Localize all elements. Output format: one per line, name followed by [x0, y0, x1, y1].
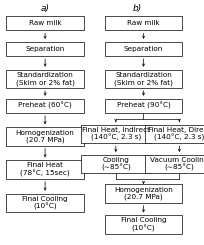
FancyBboxPatch shape: [104, 184, 182, 203]
FancyBboxPatch shape: [104, 99, 182, 113]
FancyBboxPatch shape: [6, 127, 84, 146]
Text: Standardization
(Skim or 2% fat): Standardization (Skim or 2% fat): [16, 72, 74, 86]
FancyBboxPatch shape: [144, 155, 204, 173]
FancyBboxPatch shape: [6, 99, 84, 113]
FancyBboxPatch shape: [81, 155, 150, 173]
FancyBboxPatch shape: [6, 16, 84, 30]
FancyBboxPatch shape: [104, 216, 182, 234]
FancyBboxPatch shape: [6, 42, 84, 56]
Text: Final Cooling
(10°C): Final Cooling (10°C): [22, 196, 68, 210]
FancyBboxPatch shape: [104, 42, 182, 56]
Text: Homogenization
(20.7 MPa): Homogenization (20.7 MPa): [114, 187, 172, 200]
FancyBboxPatch shape: [6, 70, 84, 88]
Text: Homogenization
(20.7 MPa): Homogenization (20.7 MPa): [16, 130, 74, 143]
Text: a): a): [40, 4, 49, 13]
FancyBboxPatch shape: [6, 160, 84, 179]
Text: Final Heat
(78°C, 15sec): Final Heat (78°C, 15sec): [20, 162, 70, 177]
FancyBboxPatch shape: [104, 70, 182, 88]
Text: Final Cooling
(10°C): Final Cooling (10°C): [120, 218, 165, 232]
Text: Separation: Separation: [123, 46, 162, 52]
Text: Standardization
(Skim or 2% fat): Standardization (Skim or 2% fat): [113, 72, 172, 86]
Text: Final Heat, Direct
(140°C, 2.3 s): Final Heat, Direct (140°C, 2.3 s): [147, 127, 204, 141]
FancyBboxPatch shape: [81, 125, 150, 143]
Text: Preheat (90°C): Preheat (90°C): [116, 102, 170, 110]
Text: Separation: Separation: [25, 46, 64, 52]
Text: Cooling
(∼85°C): Cooling (∼85°C): [100, 157, 130, 171]
FancyBboxPatch shape: [144, 125, 204, 143]
Text: b): b): [132, 4, 141, 13]
Text: Raw milk: Raw milk: [29, 20, 61, 26]
Text: Raw milk: Raw milk: [126, 20, 159, 26]
Text: Vacuum Cooling
(∼85°C): Vacuum Cooling (∼85°C): [150, 157, 204, 171]
FancyBboxPatch shape: [104, 16, 182, 30]
FancyBboxPatch shape: [6, 194, 84, 212]
Text: Preheat (60°C): Preheat (60°C): [18, 102, 72, 110]
Text: Final Heat, Indirect
(140°C, 2.3 s): Final Heat, Indirect (140°C, 2.3 s): [81, 127, 149, 141]
